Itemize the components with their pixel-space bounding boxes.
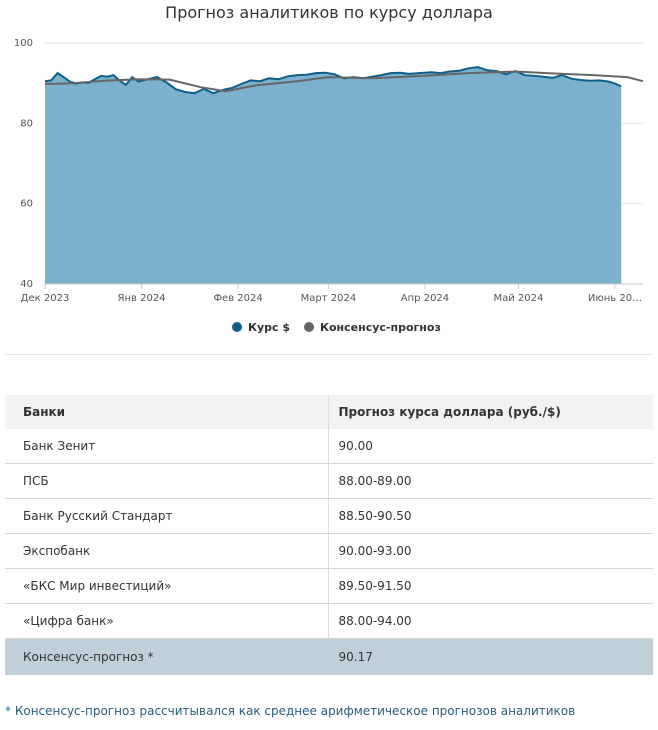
rate-line (44, 66, 622, 95)
legend-label-rate: Курс $ (248, 321, 290, 334)
forecast-cell: 90.00 (328, 429, 653, 464)
forecast-cell: 88.00-94.00 (328, 603, 653, 639)
table-row: Экспобанк 90.00-93.00 (5, 533, 653, 569)
table-row: «БКС Мир инвестиций» 89.50-91.50 (5, 568, 653, 604)
consensus-label-cell: Консенсус-прогноз * (5, 638, 329, 675)
x-tick-label: Июнь 20… (588, 293, 642, 304)
legend-marker-rate (232, 322, 242, 332)
y-tick-label: 40 (20, 279, 33, 290)
table-row: Банк Русский Стандарт 88.50-90.50 (5, 498, 653, 534)
forecast-cell: 90.00-93.00 (328, 533, 653, 569)
y-tick-label: 100 (14, 38, 33, 49)
footnote-text: Консенсус-прогноз рассчитывался как сред… (14, 704, 576, 718)
legend-marker-consensus (304, 322, 314, 332)
bank-name-cell: «БКС Мир инвестиций» (5, 568, 329, 604)
bank-forecast-table: Банки Прогноз курса доллара (руб./$) Бан… (5, 395, 653, 675)
table-row: ПСБ 88.00-89.00 (5, 463, 653, 499)
chart-container: Прогноз аналитиков по курсу доллара 100 80… (0, 0, 658, 345)
chart-separator (5, 354, 653, 355)
footnote: * Консенсус-прогноз рассчитывался как ср… (5, 704, 575, 718)
table-row: «Цифра банк» 88.00-94.00 (5, 603, 653, 639)
legend-label-consensus: Консенсус-прогноз (320, 321, 441, 334)
table-row: Банк Зенит 90.00 (5, 429, 653, 464)
x-tick-label: Янв 2024 (118, 293, 166, 304)
consensus-line (44, 70, 644, 93)
y-tick-label: 80 (20, 118, 33, 129)
forecast-cell: 88.50-90.50 (328, 498, 653, 534)
table-header-row: Банки Прогноз курса доллара (руб./$) (5, 395, 653, 429)
x-tick-label: Фев 2024 (213, 293, 262, 304)
usd-forecast-chart: Прогноз аналитиков по курсу доллара 100 80… (14, 3, 644, 334)
bank-name-cell: ПСБ (5, 463, 329, 499)
rate-area (45, 67, 622, 284)
x-tick-label: Апр 2024 (401, 293, 449, 304)
x-tick-label: Дек 2023 (21, 293, 70, 304)
y-tick-label: 60 (20, 199, 33, 210)
bank-name-cell: «Цифра банк» (5, 603, 329, 639)
header-forecast: Прогноз курса доллара (руб./$) (328, 395, 653, 429)
chart-title: Прогноз аналитиков по курсу доллара (165, 3, 493, 22)
forecast-cell: 89.50-91.50 (328, 568, 653, 604)
bank-name-cell: Экспобанк (5, 533, 329, 569)
bank-name-cell: Банк Русский Стандарт (5, 498, 329, 534)
x-tick-label: Март 2024 (301, 293, 357, 304)
x-tick-label: Май 2024 (493, 293, 543, 304)
footnote-star: * (5, 704, 11, 718)
bank-name-cell: Банк Зенит (5, 429, 329, 464)
header-banks: Банки (5, 395, 329, 429)
consensus-row: Консенсус-прогноз * 90.17 (5, 638, 653, 675)
consensus-value-cell: 90.17 (328, 638, 653, 675)
forecast-cell: 88.00-89.00 (328, 463, 653, 499)
